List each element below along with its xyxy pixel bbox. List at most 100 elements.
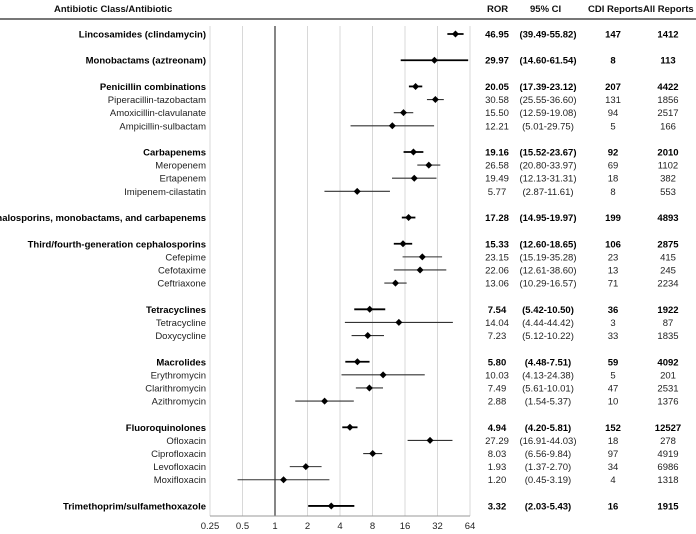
ci-value: (12.13-31.31) — [519, 174, 576, 185]
ror-value: 22.06 — [485, 265, 509, 276]
ror-value: 29.97 — [485, 56, 509, 67]
header-cdi-reports: CDI Reports — [588, 4, 643, 15]
ror-marker — [365, 384, 373, 392]
ror-value: 19.49 — [485, 174, 509, 185]
ror-value: 17.28 — [485, 213, 509, 224]
all-reports-value: 4919 — [657, 449, 678, 460]
all-reports-value: 1856 — [657, 95, 678, 106]
row-label: Moxifloxacin — [154, 475, 206, 486]
cdi-reports-value: 92 — [608, 147, 619, 158]
ci-value: (12.61-38.60) — [519, 265, 576, 276]
row-label: Piperacillin-tazobactam — [108, 95, 206, 106]
ror-value: 4.94 — [488, 423, 507, 434]
row-label: Ampicillin-sulbactam — [119, 121, 206, 132]
x-tick-label: 1 — [272, 521, 277, 532]
ci-value: (5.12-10.22) — [522, 331, 574, 342]
cdi-reports-value: 18 — [608, 436, 619, 447]
row-label: Amoxicillin-clavulanate — [110, 108, 206, 119]
row-label: Tetracyclines — [146, 305, 206, 316]
ror-marker — [391, 279, 399, 287]
ror-marker — [395, 318, 403, 326]
all-reports-value: 87 — [663, 318, 674, 329]
row-label: Ciprofloxacin — [151, 449, 206, 460]
all-reports-value: 6986 — [657, 462, 678, 473]
ror-value: 20.05 — [485, 82, 509, 93]
all-reports-value: 1102 — [658, 161, 678, 172]
ror-marker — [409, 148, 417, 156]
ror-value: 15.50 — [485, 108, 509, 119]
ror-marker — [399, 240, 407, 248]
ror-marker — [379, 371, 387, 379]
ci-value: (2.03-5.43) — [525, 501, 571, 512]
ror-value: 10.03 — [485, 370, 509, 381]
all-reports-value: 1376 — [657, 397, 678, 408]
ror-value: 46.95 — [485, 30, 509, 41]
row-label: Ceftriaxone — [157, 279, 206, 290]
ror-marker — [426, 436, 434, 444]
cdi-reports-value: 36 — [608, 305, 619, 316]
cdi-reports-value: 5 — [610, 370, 615, 381]
x-tick-label: 0.25 — [201, 521, 220, 532]
cdi-reports-value: 16 — [608, 501, 619, 512]
row-label: Meropenem — [155, 161, 206, 172]
x-tick-label: 0.5 — [236, 521, 249, 532]
ci-value: (4.20-5.81) — [525, 423, 571, 434]
row-label: Ertapenem — [160, 174, 207, 185]
row-label: Azithromycin — [152, 397, 206, 408]
ror-marker — [388, 122, 396, 130]
ror-marker — [302, 463, 310, 471]
all-reports-value: 12527 — [655, 423, 681, 434]
ror-value: 1.20 — [488, 475, 507, 486]
ror-marker — [280, 476, 288, 484]
ror-value: 23.15 — [485, 252, 509, 263]
ror-value: 8.03 — [488, 449, 507, 460]
x-tick-label: 2 — [305, 521, 310, 532]
cdi-reports-value: 10 — [608, 397, 619, 408]
row-label: Trimethoprim/sulfamethoxazole — [63, 501, 206, 512]
ror-marker — [346, 423, 354, 431]
cdi-reports-value: 97 — [608, 449, 619, 460]
all-reports-value: 201 — [660, 370, 676, 381]
row-label: Doxycycline — [155, 331, 206, 342]
cdi-reports-value: 33 — [608, 331, 619, 342]
ci-value: (5.61-10.01) — [522, 383, 574, 394]
ror-marker — [400, 109, 408, 117]
ror-value: 5.77 — [488, 187, 507, 198]
cdi-reports-value: 23 — [608, 252, 619, 263]
ror-marker — [430, 56, 438, 64]
ci-value: (16.91-44.03) — [519, 436, 576, 447]
all-reports-value: 2875 — [657, 239, 679, 250]
all-reports-value: 166 — [660, 121, 676, 132]
header-all-reports: All Reports — [643, 4, 694, 15]
ror-marker — [431, 96, 439, 104]
ror-value: 13.06 — [485, 279, 509, 290]
header-ror: ROR — [487, 4, 509, 15]
ror-marker — [410, 174, 418, 182]
row-label: Ofloxacin — [166, 436, 206, 447]
ror-value: 27.29 — [485, 436, 509, 447]
all-reports-value: 553 — [660, 187, 676, 198]
ci-value: (12.59-19.08) — [519, 108, 576, 119]
all-reports-value: 113 — [660, 56, 675, 67]
row-label: Cefotaxime — [158, 265, 206, 276]
all-reports-value: 4422 — [657, 82, 678, 93]
all-reports-value: 245 — [660, 265, 676, 276]
row-label: Tetracycline — [156, 318, 206, 329]
cdi-reports-value: 94 — [608, 108, 619, 119]
ci-value: (10.29-16.57) — [519, 279, 576, 290]
all-reports-value: 1915 — [657, 501, 679, 512]
all-reports-value: 1318 — [657, 475, 678, 486]
all-reports-value: 4893 — [657, 213, 678, 224]
row-label: Cephalosporins, monobactams, and carbape… — [0, 213, 206, 224]
ci-value: (25.55-36.60) — [519, 95, 576, 106]
ror-marker — [353, 187, 361, 195]
cdi-reports-value: 5 — [610, 121, 615, 132]
ci-value: (5.01-29.75) — [522, 121, 574, 132]
ci-value: (12.60-18.65) — [519, 239, 576, 250]
ror-marker — [364, 332, 372, 340]
all-reports-value: 2531 — [657, 383, 678, 394]
header-ci: 95% CI — [530, 4, 562, 15]
ror-value: 30.58 — [485, 95, 509, 106]
